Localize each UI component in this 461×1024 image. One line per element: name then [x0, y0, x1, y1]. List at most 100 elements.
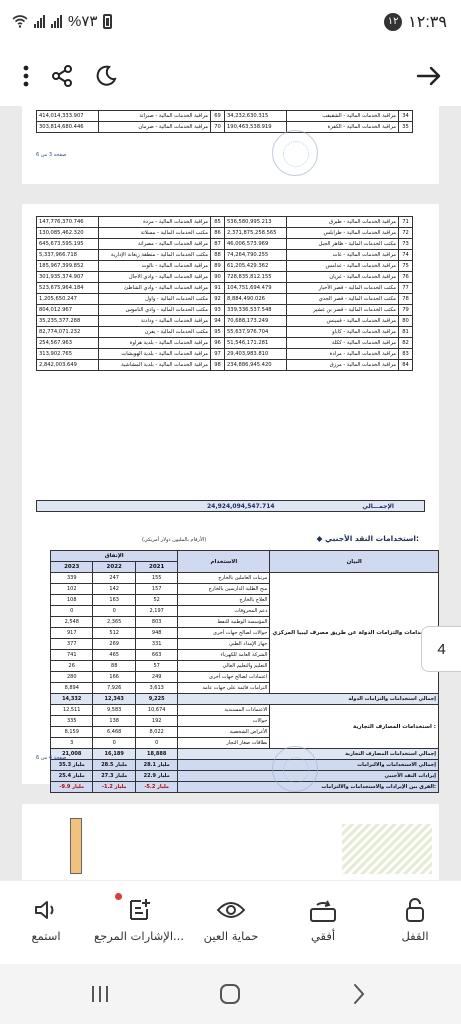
amount-cell: 55,637,976.704: [224, 326, 287, 338]
amount-cell: 523,675,964.184: [36, 282, 99, 294]
amount-cell: 34,232,630.315: [224, 110, 287, 122]
index-cell: 73: [398, 238, 413, 250]
table-row: 741 465 663 الشركة العامة للكهرباء: [49, 649, 439, 661]
value-2021: 28.1 مليار: [134, 759, 179, 771]
table-row: 804,012.967 مكتب الخدمات المالية - وادي ا…: [36, 304, 413, 316]
value-2022: 28.5 مليار: [92, 759, 136, 771]
index-cell: 80: [398, 315, 413, 327]
home-icon: [220, 984, 240, 1004]
more-vertical-icon: [23, 65, 29, 87]
value-2022: 88: [92, 660, 136, 672]
signal-1-icon: [51, 14, 62, 28]
recents-button[interactable]: [80, 980, 120, 1008]
value-2022: 9,583: [92, 704, 136, 716]
landscape-button[interactable]: أفقي: [277, 895, 369, 943]
page-number-label-4: صفحة 4 من 6: [36, 755, 67, 761]
share-button[interactable]: [44, 58, 80, 94]
index-cell: 79: [398, 304, 413, 316]
value-2022: 16,189: [92, 748, 136, 760]
value-2023: 8,159: [49, 726, 94, 738]
table-row: 303,814,680.446 مراقبة الخدمات المالية - …: [36, 121, 413, 133]
amount-cell: 234,886,945.420: [224, 359, 287, 371]
value-2022: 142: [92, 583, 136, 595]
amount-cell: 5,337,966.718: [36, 249, 99, 261]
nav-back-button[interactable]: [338, 980, 378, 1008]
value-2021: 155: [134, 572, 179, 584]
back-button[interactable]: [411, 58, 447, 94]
listen-button[interactable]: استمع: [0, 895, 92, 943]
value-2021: 331: [134, 638, 179, 650]
index-cell: 85: [210, 216, 225, 228]
value-2021: 10,674: [134, 704, 179, 716]
bookmarks-label: الإشارات المرجع...: [93, 929, 184, 943]
offices-table-page3: 414,014,333.907 مراقبة الخدمات المالية - …: [36, 110, 413, 133]
value-2023: 917: [49, 627, 94, 639]
use-label: حوالات لصالح جهات أخرى: [177, 627, 271, 639]
index-cell: 90: [210, 271, 225, 283]
lock-rotation-button[interactable]: القفل: [369, 895, 461, 943]
office-name-cell: مكتب الخدمات المالية - يفرن: [98, 326, 211, 338]
office-name-cell: مكتب الخدمات المالية - قصر الجدي: [286, 293, 399, 305]
index-cell: 69: [210, 110, 225, 122]
page5-decoration: [70, 818, 82, 874]
use-label: حوالات: [177, 715, 271, 727]
moon-icon: [96, 65, 117, 86]
year-header: 2022: [92, 561, 136, 573]
index-cell: 91: [210, 282, 225, 294]
signal-2-icon: [34, 14, 45, 28]
night-mode-button[interactable]: [88, 58, 124, 94]
section-title-text: استخدامات النقد الأجنبي:: [325, 534, 419, 543]
notification-count-badge: ١٢: [384, 13, 403, 31]
value-2023: 108: [49, 594, 94, 606]
office-name-cell: مراقبة الخدمات المالية - بلدية الهويشات: [98, 348, 211, 360]
index-cell: 70: [210, 121, 225, 133]
office-name-cell: مراقبة الخدمات المالية - بلدية هراوة: [98, 337, 211, 349]
amount-cell: 303,814,680.446: [36, 121, 99, 133]
grand-total-row: الإجمـــالي 24,924,094,547.714: [36, 500, 425, 512]
value-2022: 166: [92, 671, 136, 683]
office-name-cell: مراقبة الخدمات المالية - قمينس: [286, 315, 399, 327]
pdf-page-3: 414,014,333.907 مراقبة الخدمات المالية - …: [22, 106, 439, 184]
amount-cell: 2,371,875,258.565: [224, 227, 287, 239]
eye-icon: [216, 902, 246, 918]
reader-toolbar: [0, 46, 461, 106]
group-label: استخدامات والتزامات الدولة عن طريق مصرف …: [269, 572, 439, 694]
amount-cell: 645,673,595.195: [36, 238, 99, 250]
document-viewport[interactable]: 414,014,333.907 مراقبة الخدمات المالية - …: [0, 106, 461, 880]
use-label: التزامات قائمة على جهات عامة: [177, 682, 271, 694]
amount-cell: 313,902.765: [36, 348, 99, 360]
value-2022: 12,343: [92, 693, 136, 705]
table-row: 8,159 6,468 8,022 الأغراض الشخصية: [49, 726, 439, 738]
bookmarks-button[interactable]: الإشارات المرجع...: [93, 893, 185, 943]
value-2022: 138: [92, 715, 136, 727]
office-name-cell: مراقبة الخدمات المالية - مزدة: [98, 216, 211, 228]
more-options-button[interactable]: [8, 58, 44, 94]
value-2021: 3,613: [134, 682, 179, 694]
office-name-cell: مراقبة الخدمات المالية - صرمان: [98, 121, 211, 133]
table-row: 5,337,966.718 مكتب الخدمات المالية - منطق…: [36, 249, 413, 261]
office-name-cell: مراقبة الخدمات المالية - كاباو: [286, 326, 399, 338]
office-name-cell: مراقبة الخدمات المالية - مرادة: [286, 348, 399, 360]
value-2021: 2,197: [134, 605, 179, 617]
value-2022: 269: [92, 638, 136, 650]
speaker-icon: [35, 901, 54, 919]
use-header: الاستخدام: [177, 550, 271, 573]
eye-protection-button[interactable]: حماية العين: [185, 895, 277, 943]
home-button[interactable]: [210, 980, 250, 1008]
value-2023: 25.4 مليار: [49, 770, 94, 782]
index-cell: 77: [398, 282, 413, 294]
table-row: 130,085,462.320 مكتب الخدمات المالية - مس…: [36, 227, 413, 239]
value-2023: 377: [49, 638, 94, 650]
index-cell: 72: [398, 227, 413, 239]
group-label: استخدامات المصارف التجارية :: [269, 704, 439, 749]
value-2023: 14,332: [49, 693, 94, 705]
value-2022: 0: [92, 605, 136, 617]
office-name-cell: مراقبة الخدمات المالية - صبراتة: [98, 110, 211, 122]
page-indicator[interactable]: 4: [421, 626, 461, 672]
table-row: 35.3 مليار 28.5 مليار 28.1 مليار إجمالي الا…: [49, 759, 439, 771]
office-name-cell: مراقبة الخدمات المالية - غدامس: [286, 260, 399, 272]
amount-cell: 51,546,171.281: [224, 337, 287, 349]
amount-cell: 29,403,983.810: [224, 348, 287, 360]
office-name-cell: مراقبة الخدمات المالية - مصراتة: [98, 238, 211, 250]
index-cell: 75: [398, 260, 413, 272]
